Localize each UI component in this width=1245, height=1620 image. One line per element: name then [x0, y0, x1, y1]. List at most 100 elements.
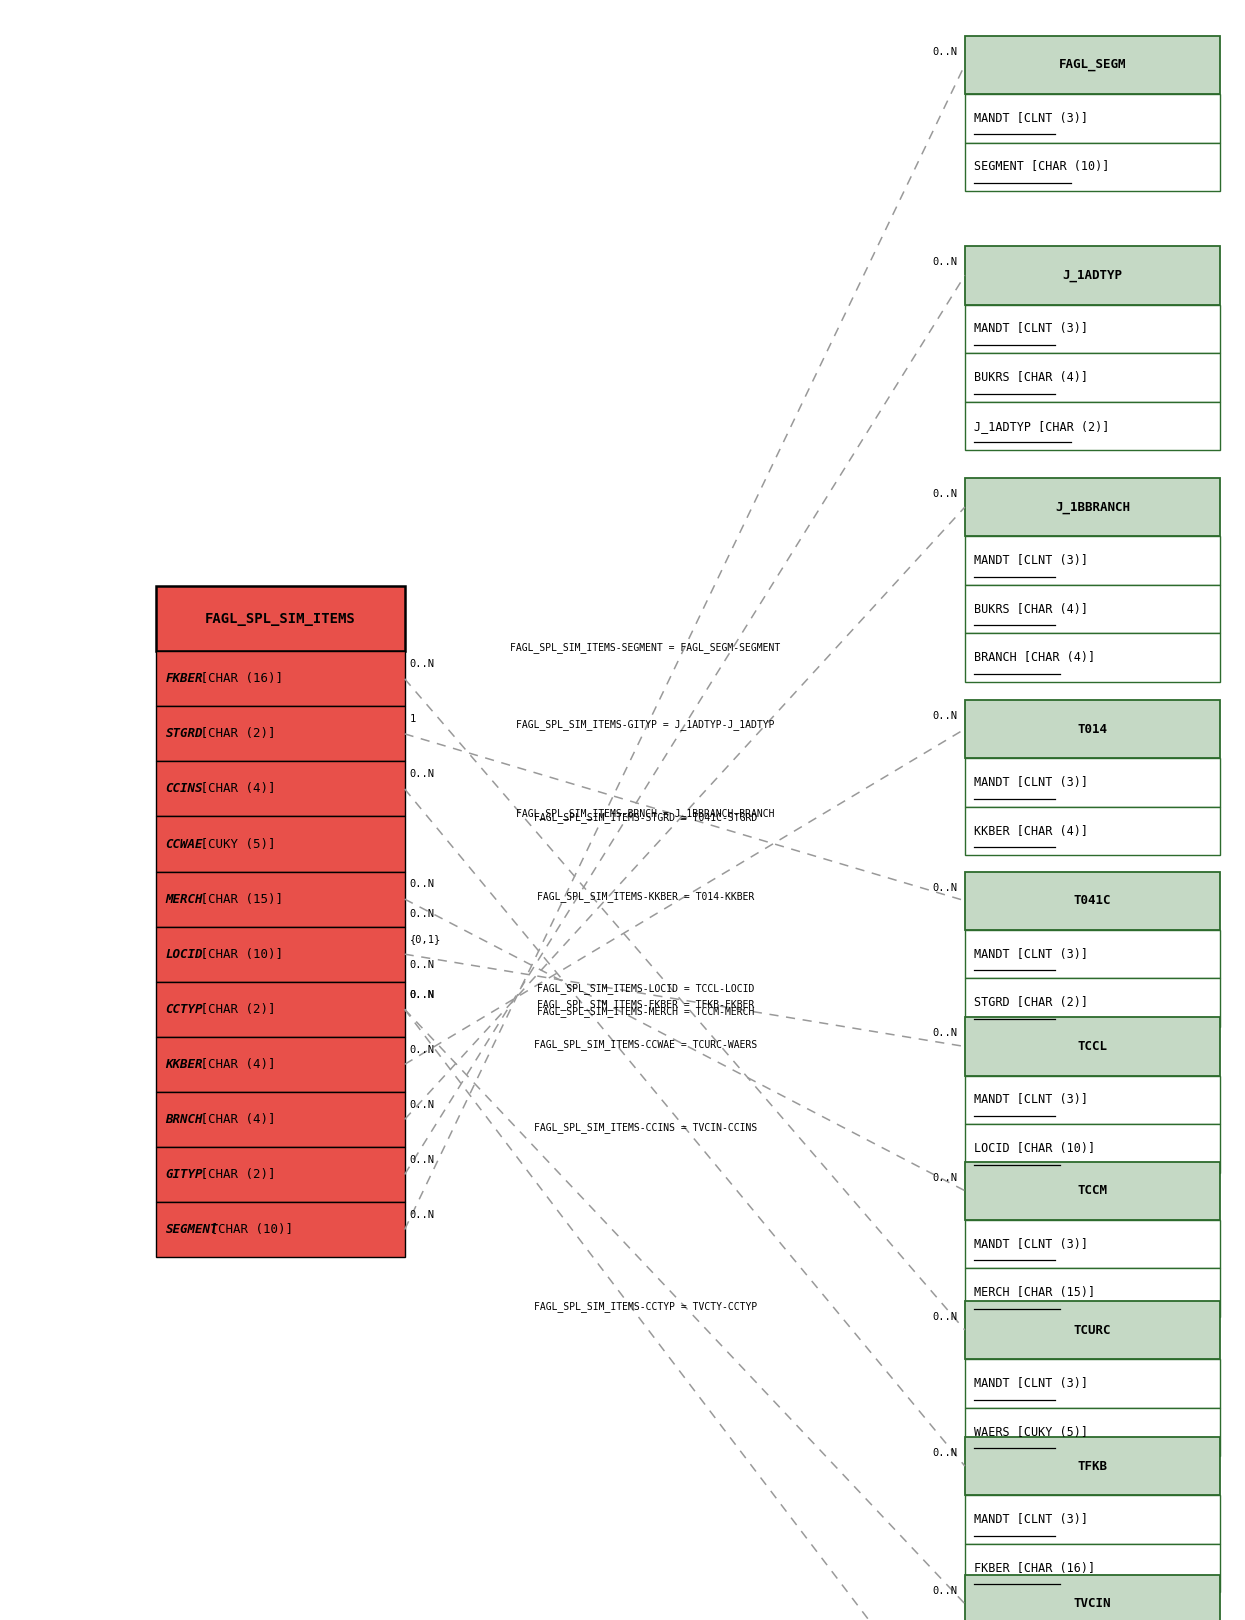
Text: TFKB: TFKB	[1077, 1460, 1108, 1473]
FancyBboxPatch shape	[965, 402, 1220, 450]
Text: FAGL_SEGM: FAGL_SEGM	[1058, 58, 1127, 71]
Text: [CHAR (4)]: [CHAR (4)]	[193, 1058, 275, 1071]
FancyBboxPatch shape	[965, 1359, 1220, 1408]
Text: 0..N: 0..N	[410, 990, 435, 1000]
Text: 0..N: 0..N	[410, 1100, 435, 1110]
Text: {0,1}: {0,1}	[410, 935, 441, 944]
FancyBboxPatch shape	[965, 478, 1220, 536]
Text: [CHAR (10)]: [CHAR (10)]	[193, 948, 283, 961]
Text: WAERS [CUKY (5)]: WAERS [CUKY (5)]	[974, 1426, 1088, 1439]
FancyBboxPatch shape	[965, 1495, 1220, 1544]
Text: 0..N: 0..N	[933, 1586, 957, 1596]
Text: FAGL_SPL_SIM_ITEMS-CCWAE = TCURC-WAERS: FAGL_SPL_SIM_ITEMS-CCWAE = TCURC-WAERS	[534, 1040, 757, 1050]
FancyBboxPatch shape	[965, 1220, 1220, 1268]
Text: SEGMENT [CHAR (10)]: SEGMENT [CHAR (10)]	[974, 160, 1109, 173]
Text: 0..N: 0..N	[933, 711, 957, 721]
FancyBboxPatch shape	[965, 872, 1220, 930]
FancyBboxPatch shape	[156, 761, 405, 816]
Text: FAGL_SPL_SIM_ITEMS-BRNCH = J_1BBRANCH-BRANCH: FAGL_SPL_SIM_ITEMS-BRNCH = J_1BBRANCH-BR…	[517, 808, 774, 818]
Text: 0..N: 0..N	[410, 990, 435, 1000]
Text: BRANCH [CHAR (4)]: BRANCH [CHAR (4)]	[974, 651, 1094, 664]
FancyBboxPatch shape	[965, 1268, 1220, 1317]
FancyBboxPatch shape	[965, 36, 1220, 94]
Text: MANDT [CLNT (3)]: MANDT [CLNT (3)]	[974, 322, 1088, 335]
FancyBboxPatch shape	[156, 651, 405, 706]
Text: BRNCH: BRNCH	[166, 1113, 203, 1126]
Text: MANDT [CLNT (3)]: MANDT [CLNT (3)]	[974, 112, 1088, 125]
FancyBboxPatch shape	[965, 1575, 1220, 1620]
Text: BUKRS [CHAR (4)]: BUKRS [CHAR (4)]	[974, 603, 1088, 616]
FancyBboxPatch shape	[965, 700, 1220, 758]
Text: 0..N: 0..N	[933, 1312, 957, 1322]
Text: MANDT [CLNT (3)]: MANDT [CLNT (3)]	[974, 948, 1088, 961]
Text: T014: T014	[1077, 723, 1108, 735]
FancyBboxPatch shape	[965, 353, 1220, 402]
FancyBboxPatch shape	[156, 872, 405, 927]
Text: MANDT [CLNT (3)]: MANDT [CLNT (3)]	[974, 1377, 1088, 1390]
Text: 0..N: 0..N	[933, 1173, 957, 1183]
FancyBboxPatch shape	[965, 94, 1220, 143]
Text: LOCID [CHAR (10)]: LOCID [CHAR (10)]	[974, 1142, 1094, 1155]
Text: 0..N: 0..N	[410, 1210, 435, 1220]
Text: 0..N: 0..N	[410, 1045, 435, 1055]
Text: 0..N: 0..N	[410, 1155, 435, 1165]
Text: 0..N: 0..N	[410, 909, 435, 919]
Text: 0..N: 0..N	[933, 258, 957, 267]
Text: MANDT [CLNT (3)]: MANDT [CLNT (3)]	[974, 1094, 1088, 1106]
Text: MANDT [CLNT (3)]: MANDT [CLNT (3)]	[974, 1238, 1088, 1251]
Text: 0..N: 0..N	[410, 659, 435, 669]
Text: 0..N: 0..N	[933, 1029, 957, 1038]
FancyBboxPatch shape	[156, 1202, 405, 1257]
Text: TCCM: TCCM	[1077, 1184, 1108, 1197]
FancyBboxPatch shape	[965, 536, 1220, 585]
Text: MANDT [CLNT (3)]: MANDT [CLNT (3)]	[974, 1513, 1088, 1526]
FancyBboxPatch shape	[965, 758, 1220, 807]
FancyBboxPatch shape	[156, 927, 405, 982]
FancyBboxPatch shape	[156, 586, 405, 651]
Text: FAGL_SPL_SIM_ITEMS-FKBER = TFKB-FKBER: FAGL_SPL_SIM_ITEMS-FKBER = TFKB-FKBER	[537, 1000, 754, 1009]
FancyBboxPatch shape	[965, 1162, 1220, 1220]
FancyBboxPatch shape	[965, 807, 1220, 855]
Text: MANDT [CLNT (3)]: MANDT [CLNT (3)]	[974, 776, 1088, 789]
FancyBboxPatch shape	[965, 305, 1220, 353]
FancyBboxPatch shape	[965, 633, 1220, 682]
Text: TVCIN: TVCIN	[1073, 1597, 1112, 1610]
FancyBboxPatch shape	[965, 246, 1220, 305]
Text: [CHAR (15)]: [CHAR (15)]	[193, 893, 283, 906]
FancyBboxPatch shape	[965, 1437, 1220, 1495]
Text: 0..N: 0..N	[933, 47, 957, 57]
FancyBboxPatch shape	[156, 982, 405, 1037]
FancyBboxPatch shape	[156, 816, 405, 872]
FancyBboxPatch shape	[965, 1544, 1220, 1592]
Text: [CHAR (2)]: [CHAR (2)]	[193, 1168, 275, 1181]
Text: 0..N: 0..N	[933, 883, 957, 893]
FancyBboxPatch shape	[965, 930, 1220, 978]
Text: J_1BBRANCH: J_1BBRANCH	[1055, 501, 1130, 514]
Text: [CHAR (2)]: [CHAR (2)]	[193, 1003, 275, 1016]
Text: CCTYP: CCTYP	[166, 1003, 203, 1016]
FancyBboxPatch shape	[965, 1124, 1220, 1173]
Text: [CHAR (2)]: [CHAR (2)]	[193, 727, 275, 740]
Text: FAGL_SPL_SIM_ITEMS-KKBER = T014-KKBER: FAGL_SPL_SIM_ITEMS-KKBER = T014-KKBER	[537, 891, 754, 902]
Text: STGRD: STGRD	[166, 727, 203, 740]
Text: GITYP: GITYP	[166, 1168, 203, 1181]
Text: MERCH: MERCH	[166, 893, 203, 906]
Text: TCURC: TCURC	[1073, 1324, 1112, 1336]
Text: 0..N: 0..N	[410, 961, 435, 970]
Text: KKBER: KKBER	[166, 1058, 203, 1071]
FancyBboxPatch shape	[965, 1408, 1220, 1456]
Text: [CHAR (16)]: [CHAR (16)]	[193, 672, 283, 685]
FancyBboxPatch shape	[965, 143, 1220, 191]
Text: FKBER: FKBER	[166, 672, 203, 685]
Text: 0..N: 0..N	[410, 770, 435, 779]
FancyBboxPatch shape	[156, 1037, 405, 1092]
Text: [CHAR (10)]: [CHAR (10)]	[203, 1223, 294, 1236]
Text: [CHAR (4)]: [CHAR (4)]	[193, 1113, 275, 1126]
Text: FKBER [CHAR (16)]: FKBER [CHAR (16)]	[974, 1562, 1094, 1575]
FancyBboxPatch shape	[156, 706, 405, 761]
Text: MANDT [CLNT (3)]: MANDT [CLNT (3)]	[974, 554, 1088, 567]
Text: STGRD [CHAR (2)]: STGRD [CHAR (2)]	[974, 996, 1088, 1009]
Text: CCINS: CCINS	[166, 782, 203, 795]
FancyBboxPatch shape	[965, 1017, 1220, 1076]
Text: CCWAE: CCWAE	[166, 838, 203, 851]
